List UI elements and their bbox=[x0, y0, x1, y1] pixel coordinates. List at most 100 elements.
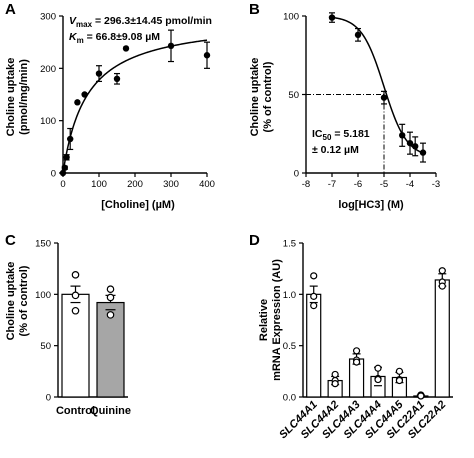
panel-a-y-ticks: 0 100 200 300 bbox=[40, 12, 63, 180]
panel-a-data-point bbox=[67, 135, 74, 143]
panel-c-letter: C bbox=[5, 232, 16, 249]
panel-a-km-annotation: Km = 66.8±9.08 µM bbox=[69, 31, 160, 45]
panel-a-data-point bbox=[122, 45, 130, 52]
panel-a-fit-curve bbox=[62, 39, 208, 174]
panel-a-data-point bbox=[63, 154, 70, 161]
panel-c-replicate-point bbox=[71, 306, 80, 315]
panel-d-replicate-point bbox=[331, 370, 339, 379]
panel-d-replicate-point bbox=[310, 302, 318, 310]
panel-d-y-label-line1: Relative bbox=[258, 299, 270, 341]
panel-c-y-tick-label: 150 bbox=[35, 239, 51, 250]
panel-c-category-label: Control bbox=[56, 405, 95, 417]
panel-b-ic50-error: ± 0.12 µM bbox=[312, 144, 359, 156]
km-subscript: m bbox=[77, 36, 84, 45]
panel-a-data-point bbox=[113, 75, 121, 83]
panel-b-data-point bbox=[419, 149, 427, 156]
panel-d-y-tick-label: 0.0 bbox=[283, 393, 296, 404]
panel-b-letter: B bbox=[249, 1, 260, 18]
panel-c-replicate-point bbox=[106, 285, 115, 294]
panel-d-y-tick-label: 0.5 bbox=[283, 341, 296, 352]
panel-b-data-point bbox=[406, 139, 414, 147]
panel-b-ic50-reference-lines bbox=[306, 94, 385, 173]
panel-d-replicate-point bbox=[438, 282, 446, 290]
panel-b-y-tick-label: 0 bbox=[294, 169, 299, 180]
panel-d-replicate-point bbox=[374, 375, 382, 384]
panel-c-replicate-point bbox=[106, 293, 115, 302]
panel-b-y-label-line1: Choline uptake bbox=[249, 58, 261, 137]
panel-b-x-tick-label: -7 bbox=[328, 179, 336, 190]
panel-d-bar bbox=[306, 293, 322, 398]
panel-d-replicate-point bbox=[417, 392, 425, 400]
panel-d-replicate-point bbox=[395, 367, 404, 375]
panel-d-replicate-point bbox=[438, 267, 446, 275]
panel-a-y-tick-label: 100 bbox=[40, 116, 56, 127]
panel-b-x-tick-label: -3 bbox=[432, 179, 440, 190]
panel-b-data-point bbox=[328, 14, 336, 21]
panel-c-y-tick-label: 0 bbox=[46, 393, 51, 404]
vmax-value: = 296.3±14.45 pmol/min bbox=[92, 15, 212, 27]
panel-d-replicate-point bbox=[374, 364, 382, 372]
vmax-symbol: V bbox=[69, 15, 77, 27]
panel-d-bar bbox=[434, 279, 450, 398]
panel-a-x-tick-label: 200 bbox=[127, 179, 143, 190]
panel-a-y-label-line2: (pmol/mg/min) bbox=[18, 59, 30, 135]
panel-c-replicate-point bbox=[106, 311, 115, 319]
panel-a-data-point bbox=[81, 91, 88, 98]
panel-d-y-tick-label: 1.0 bbox=[283, 290, 296, 301]
panel-d-replicate-point bbox=[352, 347, 361, 355]
panel-b-x-tick-label: -8 bbox=[302, 179, 310, 190]
panel-c-y-ticks: 0 50 100 150 bbox=[35, 239, 58, 404]
panel-a-data-point bbox=[59, 169, 67, 177]
panel-c-y-label-line1: Choline uptake bbox=[5, 262, 17, 341]
panel-c-category-label: Quinine bbox=[90, 405, 131, 417]
panel-b-data-point bbox=[380, 94, 388, 101]
ic50-subscript: 50 bbox=[323, 133, 332, 142]
panel-d-y-tick-label: 1.5 bbox=[283, 239, 296, 250]
panel-b-y-tick-label: 50 bbox=[288, 90, 299, 101]
panel-a-data-point bbox=[95, 70, 103, 77]
ic50-value: = 5.181 bbox=[331, 128, 369, 140]
panel-d: D 0.0 0.5 1.0 1.5 SLC44A1SLC44A2SLC44A3SLC4… bbox=[249, 232, 453, 441]
panel-a-data-point bbox=[203, 52, 211, 59]
panel-b: B 0 50 100 -8 -7 -6 -5 -4 -3 log[HC3] (M) Choli… bbox=[249, 1, 440, 211]
panel-d-replicate-point bbox=[395, 376, 404, 385]
panel-b-y-tick-label: 100 bbox=[283, 12, 299, 23]
panel-c-y-tick-label: 50 bbox=[40, 341, 51, 352]
panel-a-y-tick-label: 0 bbox=[51, 169, 56, 180]
panel-a-points bbox=[59, 29, 211, 177]
panel-a-data-point bbox=[61, 164, 68, 171]
panel-d-replicate-point bbox=[310, 272, 318, 280]
panel-a-vmax-annotation: Vmax = 296.3±14.45 pmol/min bbox=[69, 15, 212, 29]
panel-a-fit-line bbox=[62, 39, 208, 174]
panel-a-x-tick-label: 400 bbox=[199, 179, 215, 190]
panel-d-y-label-line2: mRNA Expression (AU) bbox=[271, 259, 283, 381]
panel-b-x-label: log[HC3] (M) bbox=[338, 199, 404, 211]
ic50-symbol: IC bbox=[312, 128, 323, 140]
panel-c-y-label-line2: (% of control) bbox=[18, 265, 30, 336]
panel-d-bars bbox=[306, 267, 450, 400]
panel-c-y-tick-label: 100 bbox=[35, 290, 51, 301]
panel-d-y-ticks: 0.0 0.5 1.0 1.5 bbox=[283, 239, 303, 404]
panel-b-data-point bbox=[354, 31, 362, 39]
panel-b-data-point bbox=[399, 132, 406, 139]
panel-a-data-point bbox=[167, 42, 175, 50]
panel-a-x-label: [Choline] (µM) bbox=[101, 199, 175, 211]
panel-b-points bbox=[328, 12, 427, 163]
vmax-subscript: max bbox=[76, 20, 93, 29]
panel-d-replicate-point bbox=[352, 358, 361, 366]
panel-a-x-tick-label: 100 bbox=[91, 179, 107, 190]
panel-a-x-ticks: 0 100 200 300 400 bbox=[60, 173, 215, 190]
panel-d-replicate-point bbox=[331, 380, 339, 388]
panel-b-y-label-line2: (% of control) bbox=[262, 61, 274, 132]
panel-a-x-tick-label: 300 bbox=[163, 179, 179, 190]
panel-b-x-ticks: -8 -7 -6 -5 -4 -3 bbox=[302, 173, 440, 190]
panel-d-replicate-point bbox=[310, 292, 318, 300]
panel-a-letter: A bbox=[5, 1, 16, 18]
panel-a-x-tick-label: 0 bbox=[60, 179, 65, 190]
panel-d-x-tick-labels: SLC44A1SLC44A2SLC44A3SLC44A4SLC44A5SLC22… bbox=[277, 398, 448, 441]
panel-c-bars bbox=[61, 271, 125, 398]
panel-a-y-label-line1: Choline uptake bbox=[5, 58, 17, 137]
panel-a: A 0 100 200 300 0 100 200 300 400 [Choline] (µM… bbox=[5, 1, 215, 211]
